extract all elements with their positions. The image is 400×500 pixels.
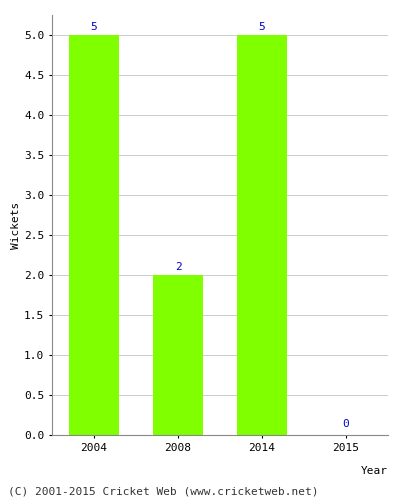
Text: 5: 5	[259, 22, 265, 32]
Text: (C) 2001-2015 Cricket Web (www.cricketweb.net): (C) 2001-2015 Cricket Web (www.cricketwe…	[8, 487, 318, 497]
Y-axis label: Wickets: Wickets	[11, 202, 21, 248]
Bar	[153, 275, 203, 435]
Text: 5: 5	[91, 22, 97, 32]
Text: Year: Year	[361, 466, 388, 475]
Text: 2: 2	[175, 262, 181, 272]
Text: 0: 0	[343, 418, 349, 428]
Bar	[237, 35, 287, 435]
Bar	[69, 35, 119, 435]
